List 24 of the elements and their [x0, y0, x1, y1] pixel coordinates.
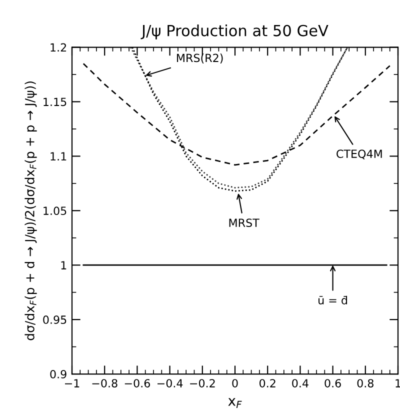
- x-tick-label: 0.8: [357, 379, 374, 388]
- y-axis-title: dσ/dx$_{F}$(p + d → J/ψ)/2(dσ/dx$_{F}$(p + p → J/ψ)): [24, 81, 37, 340]
- x-tick-label: 0: [232, 379, 238, 388]
- annotation: CTEQ4M: [336, 150, 382, 160]
- y-tick-label: 0.9: [50, 370, 66, 378]
- y-tick-label: 1: [61, 261, 66, 270]
- x-tick-label: −0.8: [92, 379, 118, 388]
- annotation: MRST: [229, 218, 260, 227]
- annotation: ū = d̄: [318, 296, 348, 304]
- annotation: MRS(R2): [176, 54, 223, 64]
- y-tick-label: 1.05: [44, 206, 66, 216]
- x-tick-label: 0.2: [260, 379, 276, 388]
- y-tick-label: 1.15: [44, 98, 66, 106]
- y-tick-label: 1.2: [50, 43, 66, 52]
- x-axis-title: x$_{F}$: [228, 398, 242, 408]
- x-tick-label: −1: [64, 379, 80, 388]
- chart-title: J/ψ Production at 50 GeV: [140, 24, 328, 40]
- x-tick-label: 0.6: [324, 379, 341, 388]
- x-tick-label: 0.4: [292, 379, 308, 388]
- x-tick-label: −0.4: [157, 379, 183, 388]
- x-tick-label: −0.6: [124, 379, 150, 388]
- y-tick-label: 0.95: [43, 316, 66, 324]
- x-tick-label: −0.2: [190, 379, 215, 388]
- y-tick-label: 1.1: [50, 152, 66, 160]
